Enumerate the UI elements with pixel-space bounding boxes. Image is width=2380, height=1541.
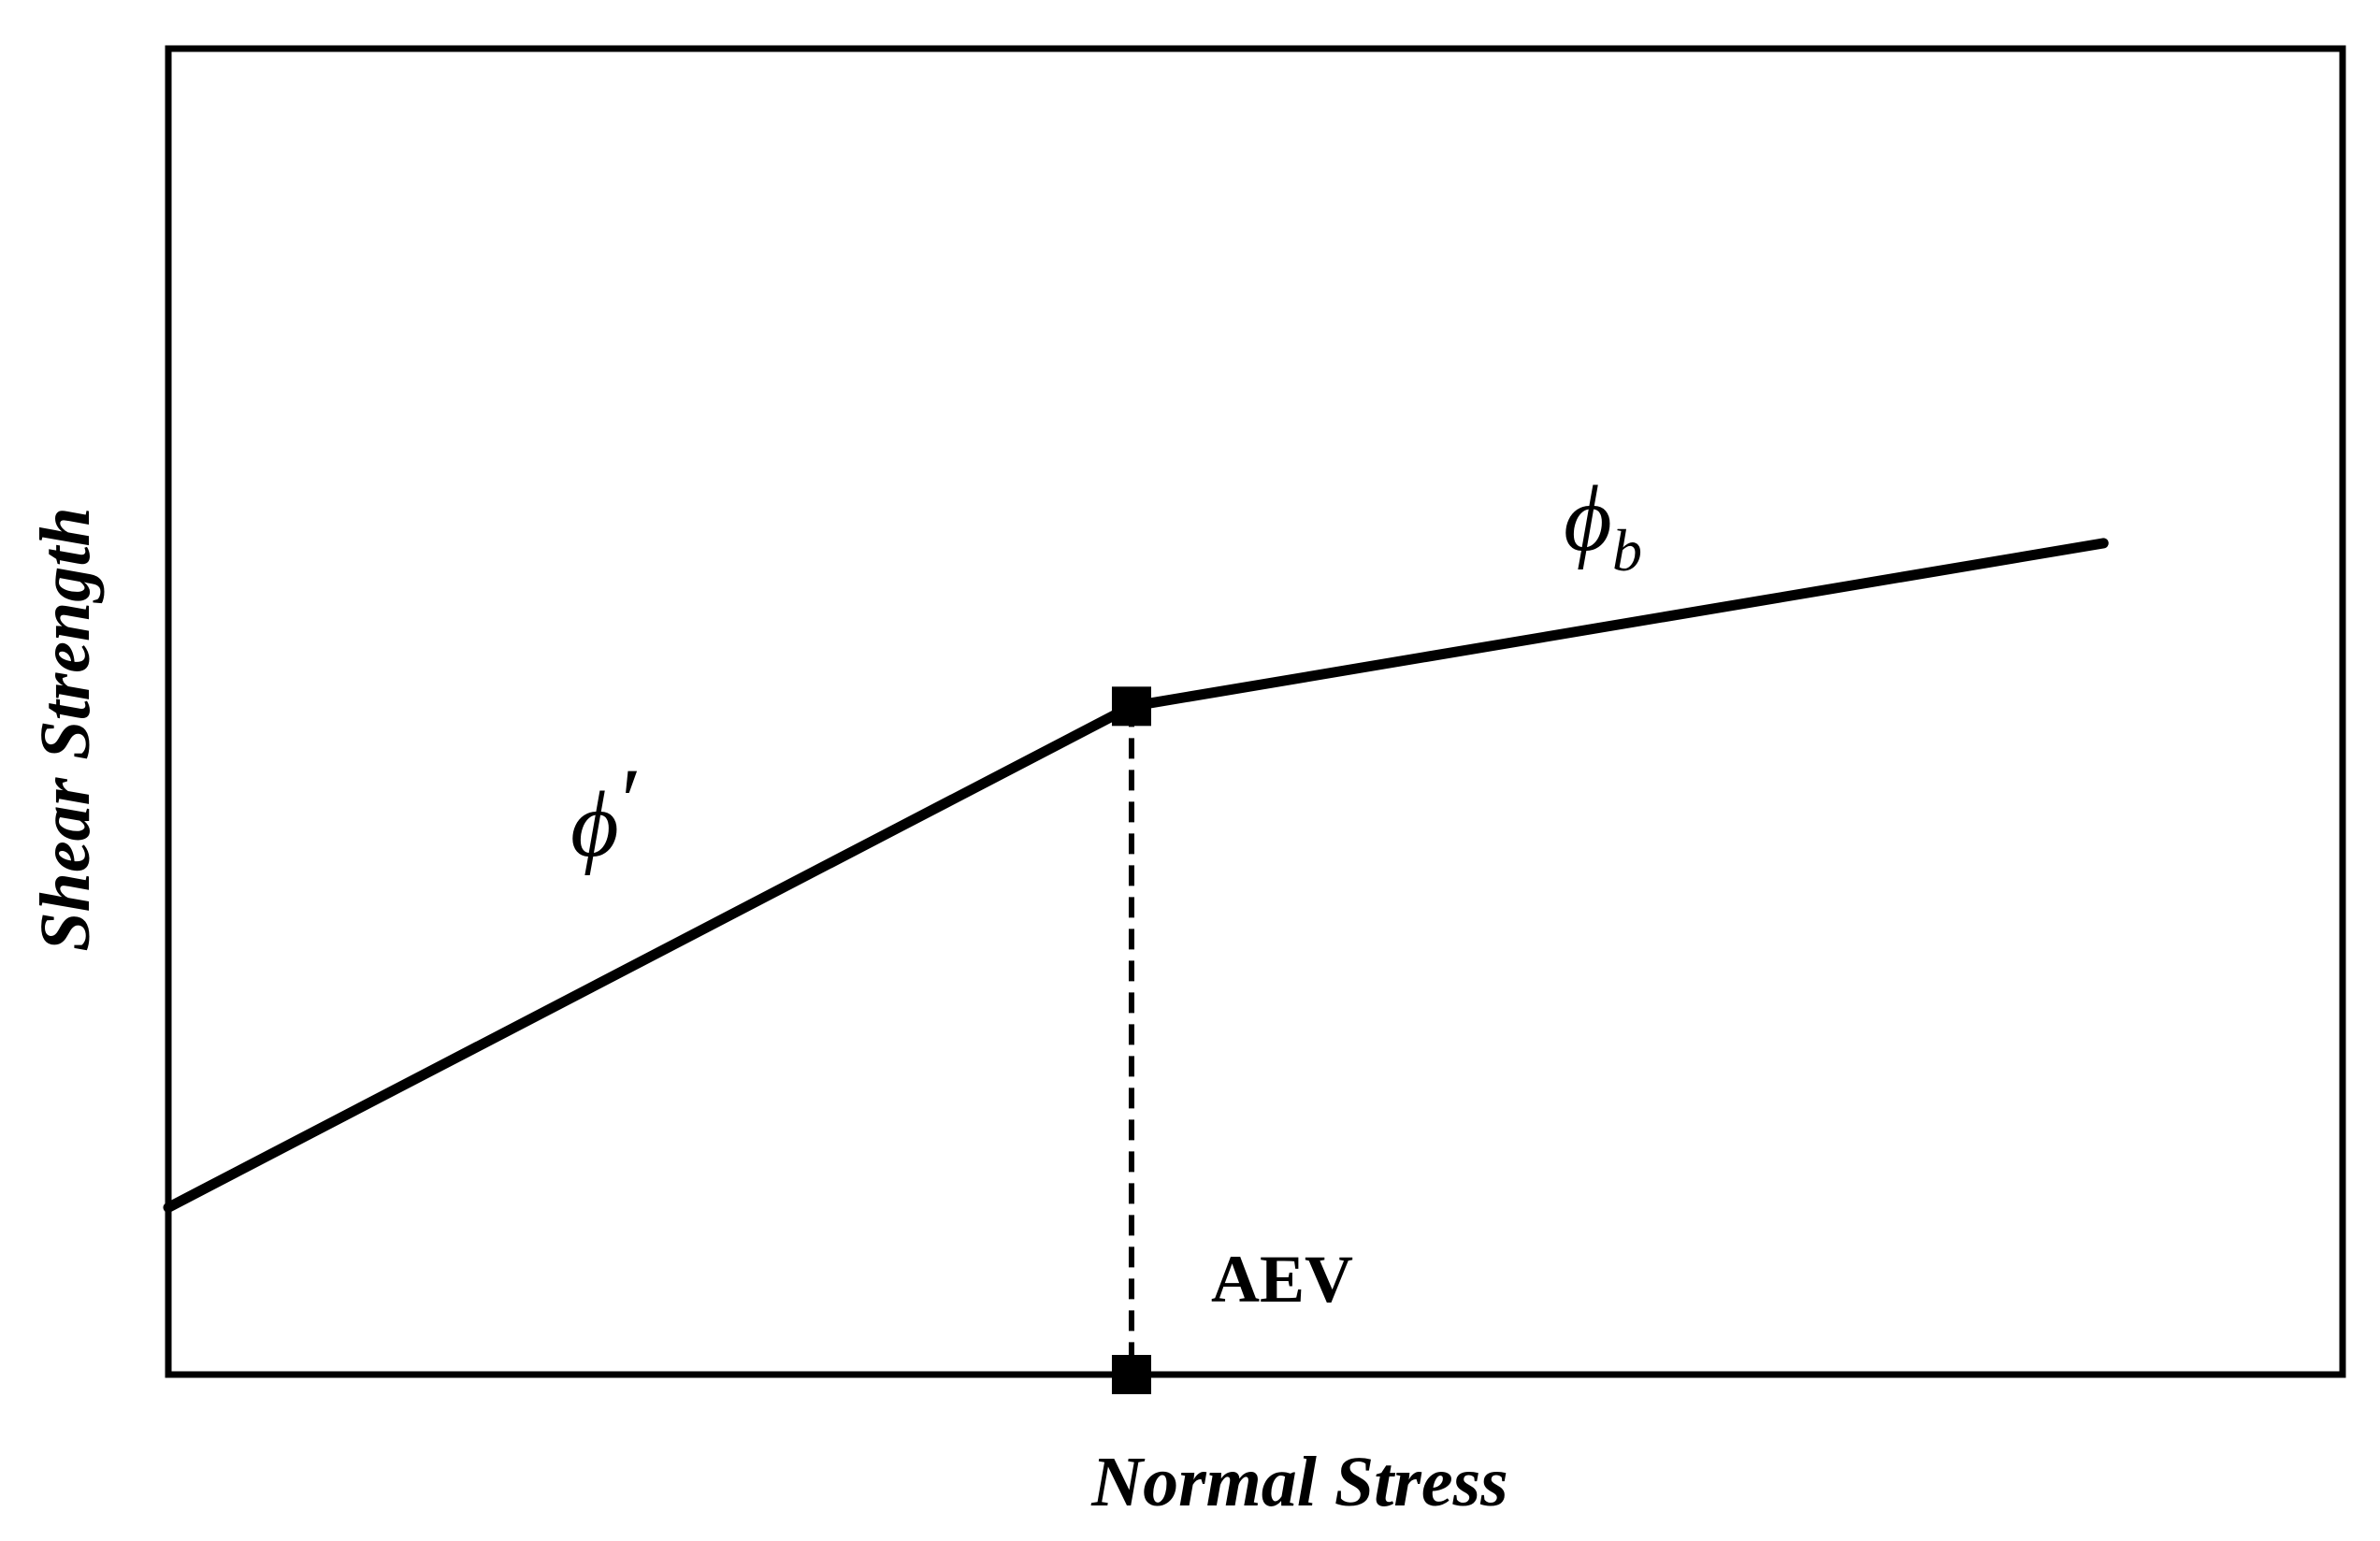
- aev-label: AEV: [1211, 1242, 1353, 1317]
- aev-axis-marker: [1111, 1355, 1151, 1394]
- phi-b-symbol: ϕ: [1564, 467, 1612, 570]
- y-axis-label: Shear Strength: [26, 507, 105, 951]
- plot-frame: [165, 45, 2346, 1378]
- phi-prime-mark: ′: [615, 749, 638, 853]
- phi-b-subscript: b: [1612, 517, 1642, 583]
- phi-b-label: ϕ b: [1564, 467, 1642, 583]
- phi-prime-label: ϕ ′: [570, 749, 638, 876]
- phi-prime-symbol: ϕ: [570, 772, 619, 876]
- x-axis-label: Normal Stress: [1090, 1443, 1508, 1521]
- break-point-marker: [1111, 686, 1151, 727]
- shear-strength-envelope: [163, 538, 2109, 1213]
